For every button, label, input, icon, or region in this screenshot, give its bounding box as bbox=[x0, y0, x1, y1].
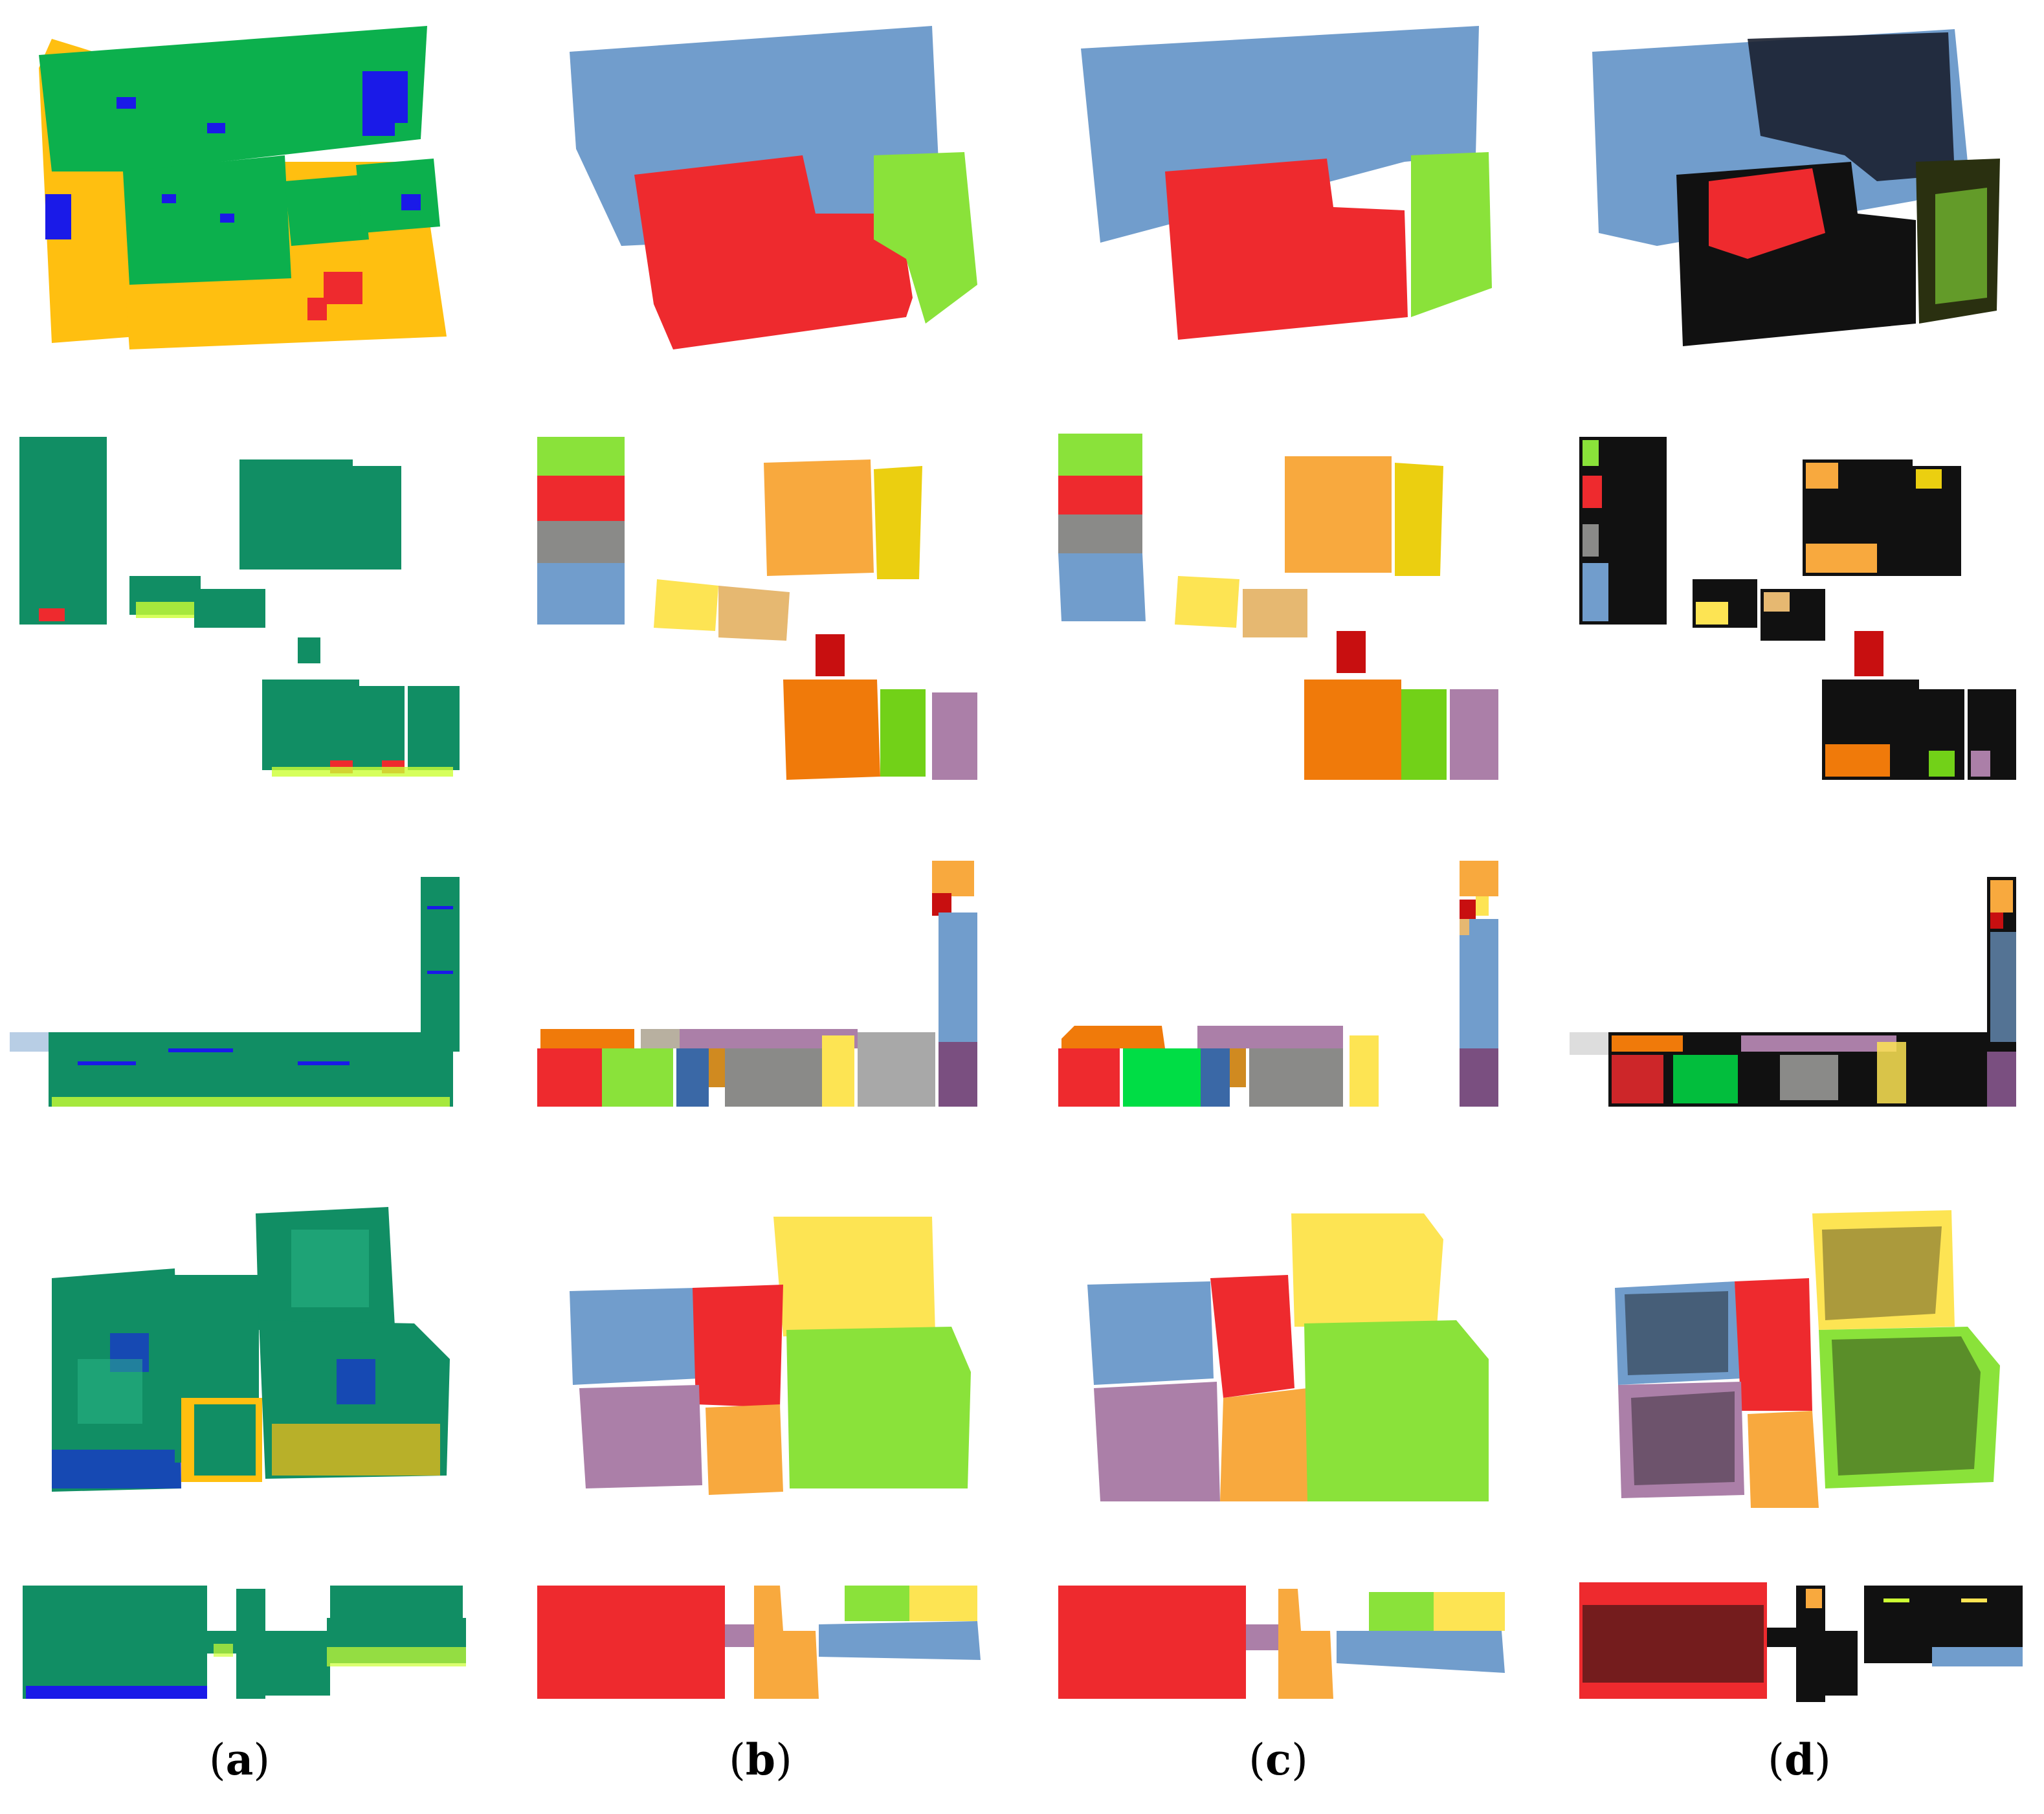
panel-c-row4 bbox=[1087, 1213, 1489, 1501]
panel-c-row1 bbox=[1081, 26, 1492, 340]
panel-d-row4 bbox=[1615, 1210, 2000, 1508]
panel-a-row4 bbox=[52, 1207, 450, 1492]
panel-c-row2 bbox=[1058, 434, 1498, 780]
panel-a-row3 bbox=[10, 877, 460, 1107]
panel-b-row4 bbox=[570, 1217, 971, 1495]
panel-c-row3 bbox=[1058, 861, 1498, 1107]
caption-b: (b) bbox=[729, 1734, 792, 1785]
panel-b-row3 bbox=[537, 861, 977, 1107]
panel-d-row5 bbox=[1579, 1582, 2023, 1702]
panel-a-row1 bbox=[39, 26, 447, 349]
panel-b-row5 bbox=[537, 1586, 981, 1699]
caption-a: (a) bbox=[208, 1734, 271, 1785]
caption-c: (c) bbox=[1249, 1734, 1308, 1785]
panel-a-row2 bbox=[19, 437, 460, 777]
caption-d: (d) bbox=[1768, 1734, 1831, 1785]
panel-a-row5 bbox=[23, 1586, 466, 1699]
panel-d-row1 bbox=[1592, 29, 2000, 346]
panel-c-row5 bbox=[1058, 1586, 1505, 1699]
panel-d-row3 bbox=[1570, 877, 2016, 1107]
panel-d-row2 bbox=[1579, 437, 2016, 780]
panel-b-row1 bbox=[570, 26, 977, 349]
panel-b-row2 bbox=[537, 437, 977, 780]
